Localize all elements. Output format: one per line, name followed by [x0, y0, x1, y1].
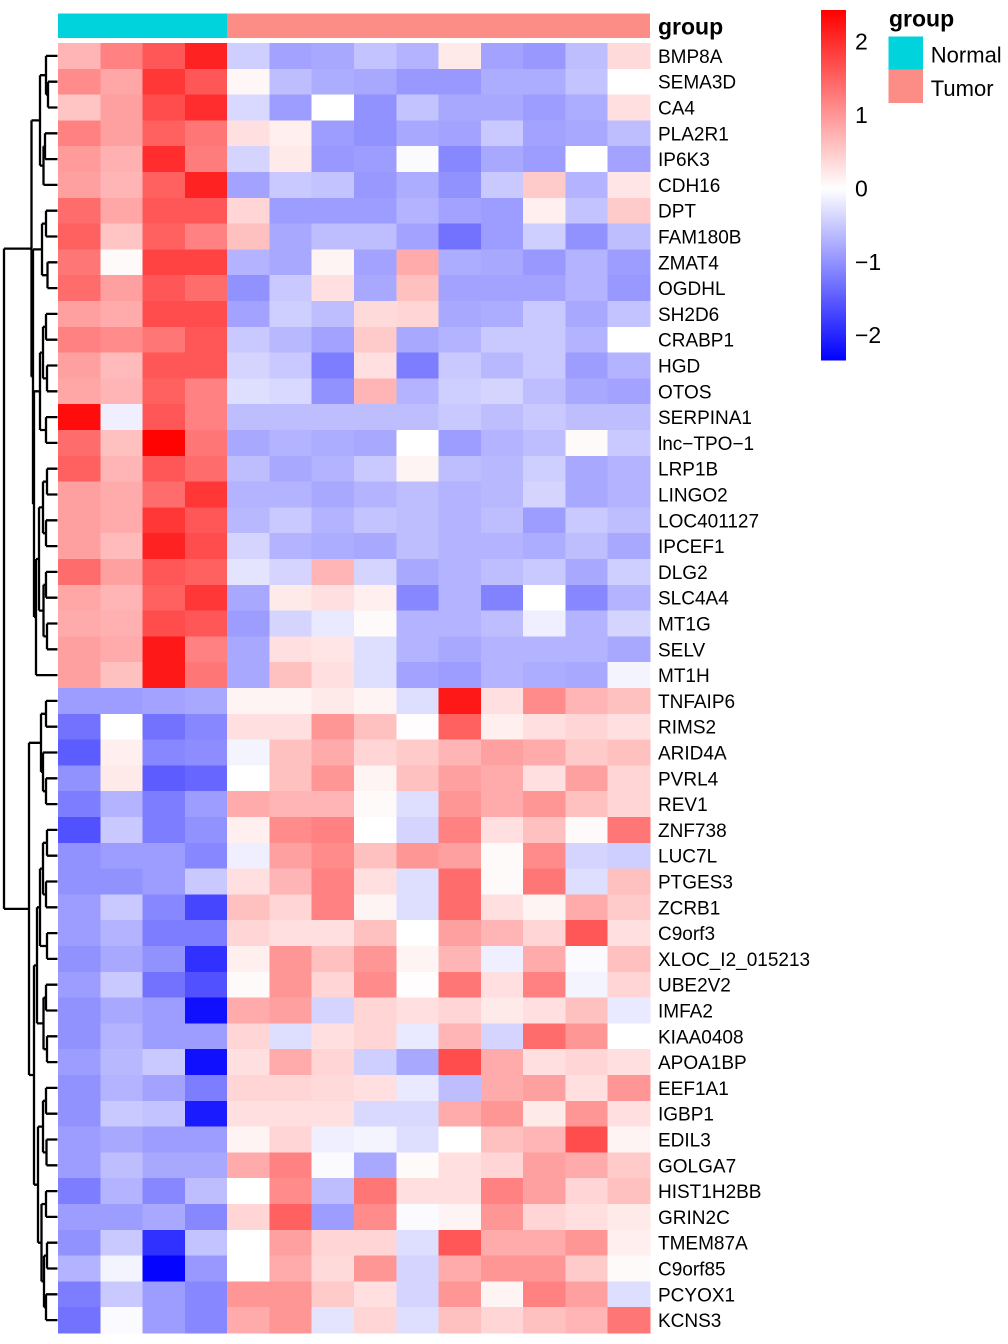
svg-text:DPT: DPT — [658, 202, 696, 223]
svg-text:PTGES3: PTGES3 — [658, 873, 733, 894]
svg-text:UBE2V2: UBE2V2 — [658, 976, 731, 997]
svg-text:KIAA0408: KIAA0408 — [658, 1027, 744, 1048]
svg-text:RIMS2: RIMS2 — [658, 718, 716, 739]
svg-text:Normal: Normal — [931, 42, 1002, 67]
svg-text:IGBP1: IGBP1 — [658, 1105, 714, 1126]
svg-text:DLG2: DLG2 — [658, 563, 708, 584]
svg-text:Tumor: Tumor — [931, 76, 994, 101]
svg-text:C9orf3: C9orf3 — [658, 924, 715, 945]
svg-text:PLA2R1: PLA2R1 — [658, 124, 729, 145]
svg-text:ZNF738: ZNF738 — [658, 821, 727, 842]
svg-text:IP6K3: IP6K3 — [658, 150, 710, 171]
svg-text:C9orf85: C9orf85 — [658, 1260, 726, 1281]
svg-text:OTOS: OTOS — [658, 382, 712, 403]
svg-text:MT1G: MT1G — [658, 615, 711, 636]
svg-text:KCNS3: KCNS3 — [658, 1311, 721, 1332]
svg-text:group: group — [658, 14, 723, 40]
svg-text:EEF1A1: EEF1A1 — [658, 1079, 729, 1100]
svg-text:lnc−TPO−1: lnc−TPO−1 — [658, 434, 754, 455]
svg-text:OGDHL: OGDHL — [658, 279, 726, 300]
svg-text:1: 1 — [855, 102, 868, 128]
svg-text:MT1H: MT1H — [658, 666, 710, 687]
svg-text:PCYOX1: PCYOX1 — [658, 1285, 735, 1306]
svg-text:LUC7L: LUC7L — [658, 847, 717, 868]
svg-text:HIST1H2BB: HIST1H2BB — [658, 1182, 761, 1203]
svg-text:2: 2 — [855, 29, 868, 55]
svg-text:CRABP1: CRABP1 — [658, 331, 734, 352]
svg-text:IMFA2: IMFA2 — [658, 1002, 713, 1023]
svg-text:EDIL3: EDIL3 — [658, 1131, 711, 1152]
svg-text:SERPINA1: SERPINA1 — [658, 408, 752, 429]
svg-text:LOC401127: LOC401127 — [658, 511, 759, 532]
svg-text:LINGO2: LINGO2 — [658, 486, 728, 507]
svg-text:APOA1BP: APOA1BP — [658, 1053, 747, 1074]
svg-text:group: group — [889, 6, 954, 32]
svg-text:PVRL4: PVRL4 — [658, 769, 719, 790]
svg-text:FAM180B: FAM180B — [658, 228, 741, 249]
svg-text:SLC4A4: SLC4A4 — [658, 589, 729, 610]
svg-text:ARID4A: ARID4A — [658, 744, 727, 765]
svg-text:SH2D6: SH2D6 — [658, 305, 719, 326]
svg-text:CA4: CA4 — [658, 99, 695, 120]
svg-text:−1: −1 — [855, 249, 881, 275]
svg-text:GOLGA7: GOLGA7 — [658, 1156, 736, 1177]
svg-text:SELV: SELV — [658, 640, 706, 661]
svg-text:IPCEF1: IPCEF1 — [658, 537, 725, 558]
svg-text:BMP8A: BMP8A — [658, 47, 723, 68]
svg-text:GRIN2C: GRIN2C — [658, 1208, 730, 1229]
svg-text:XLOC_I2_015213: XLOC_I2_015213 — [658, 950, 810, 971]
svg-text:REV1: REV1 — [658, 795, 708, 816]
svg-text:TNFAIP6: TNFAIP6 — [658, 692, 735, 713]
svg-text:−2: −2 — [855, 322, 881, 348]
svg-text:ZMAT4: ZMAT4 — [658, 253, 719, 274]
svg-text:SEMA3D: SEMA3D — [658, 73, 736, 94]
svg-text:TMEM87A: TMEM87A — [658, 1234, 748, 1255]
svg-text:ZCRB1: ZCRB1 — [658, 898, 720, 919]
svg-text:CDH16: CDH16 — [658, 176, 720, 197]
svg-text:HGD: HGD — [658, 357, 700, 378]
svg-text:0: 0 — [855, 175, 868, 201]
svg-text:LRP1B: LRP1B — [658, 460, 718, 481]
